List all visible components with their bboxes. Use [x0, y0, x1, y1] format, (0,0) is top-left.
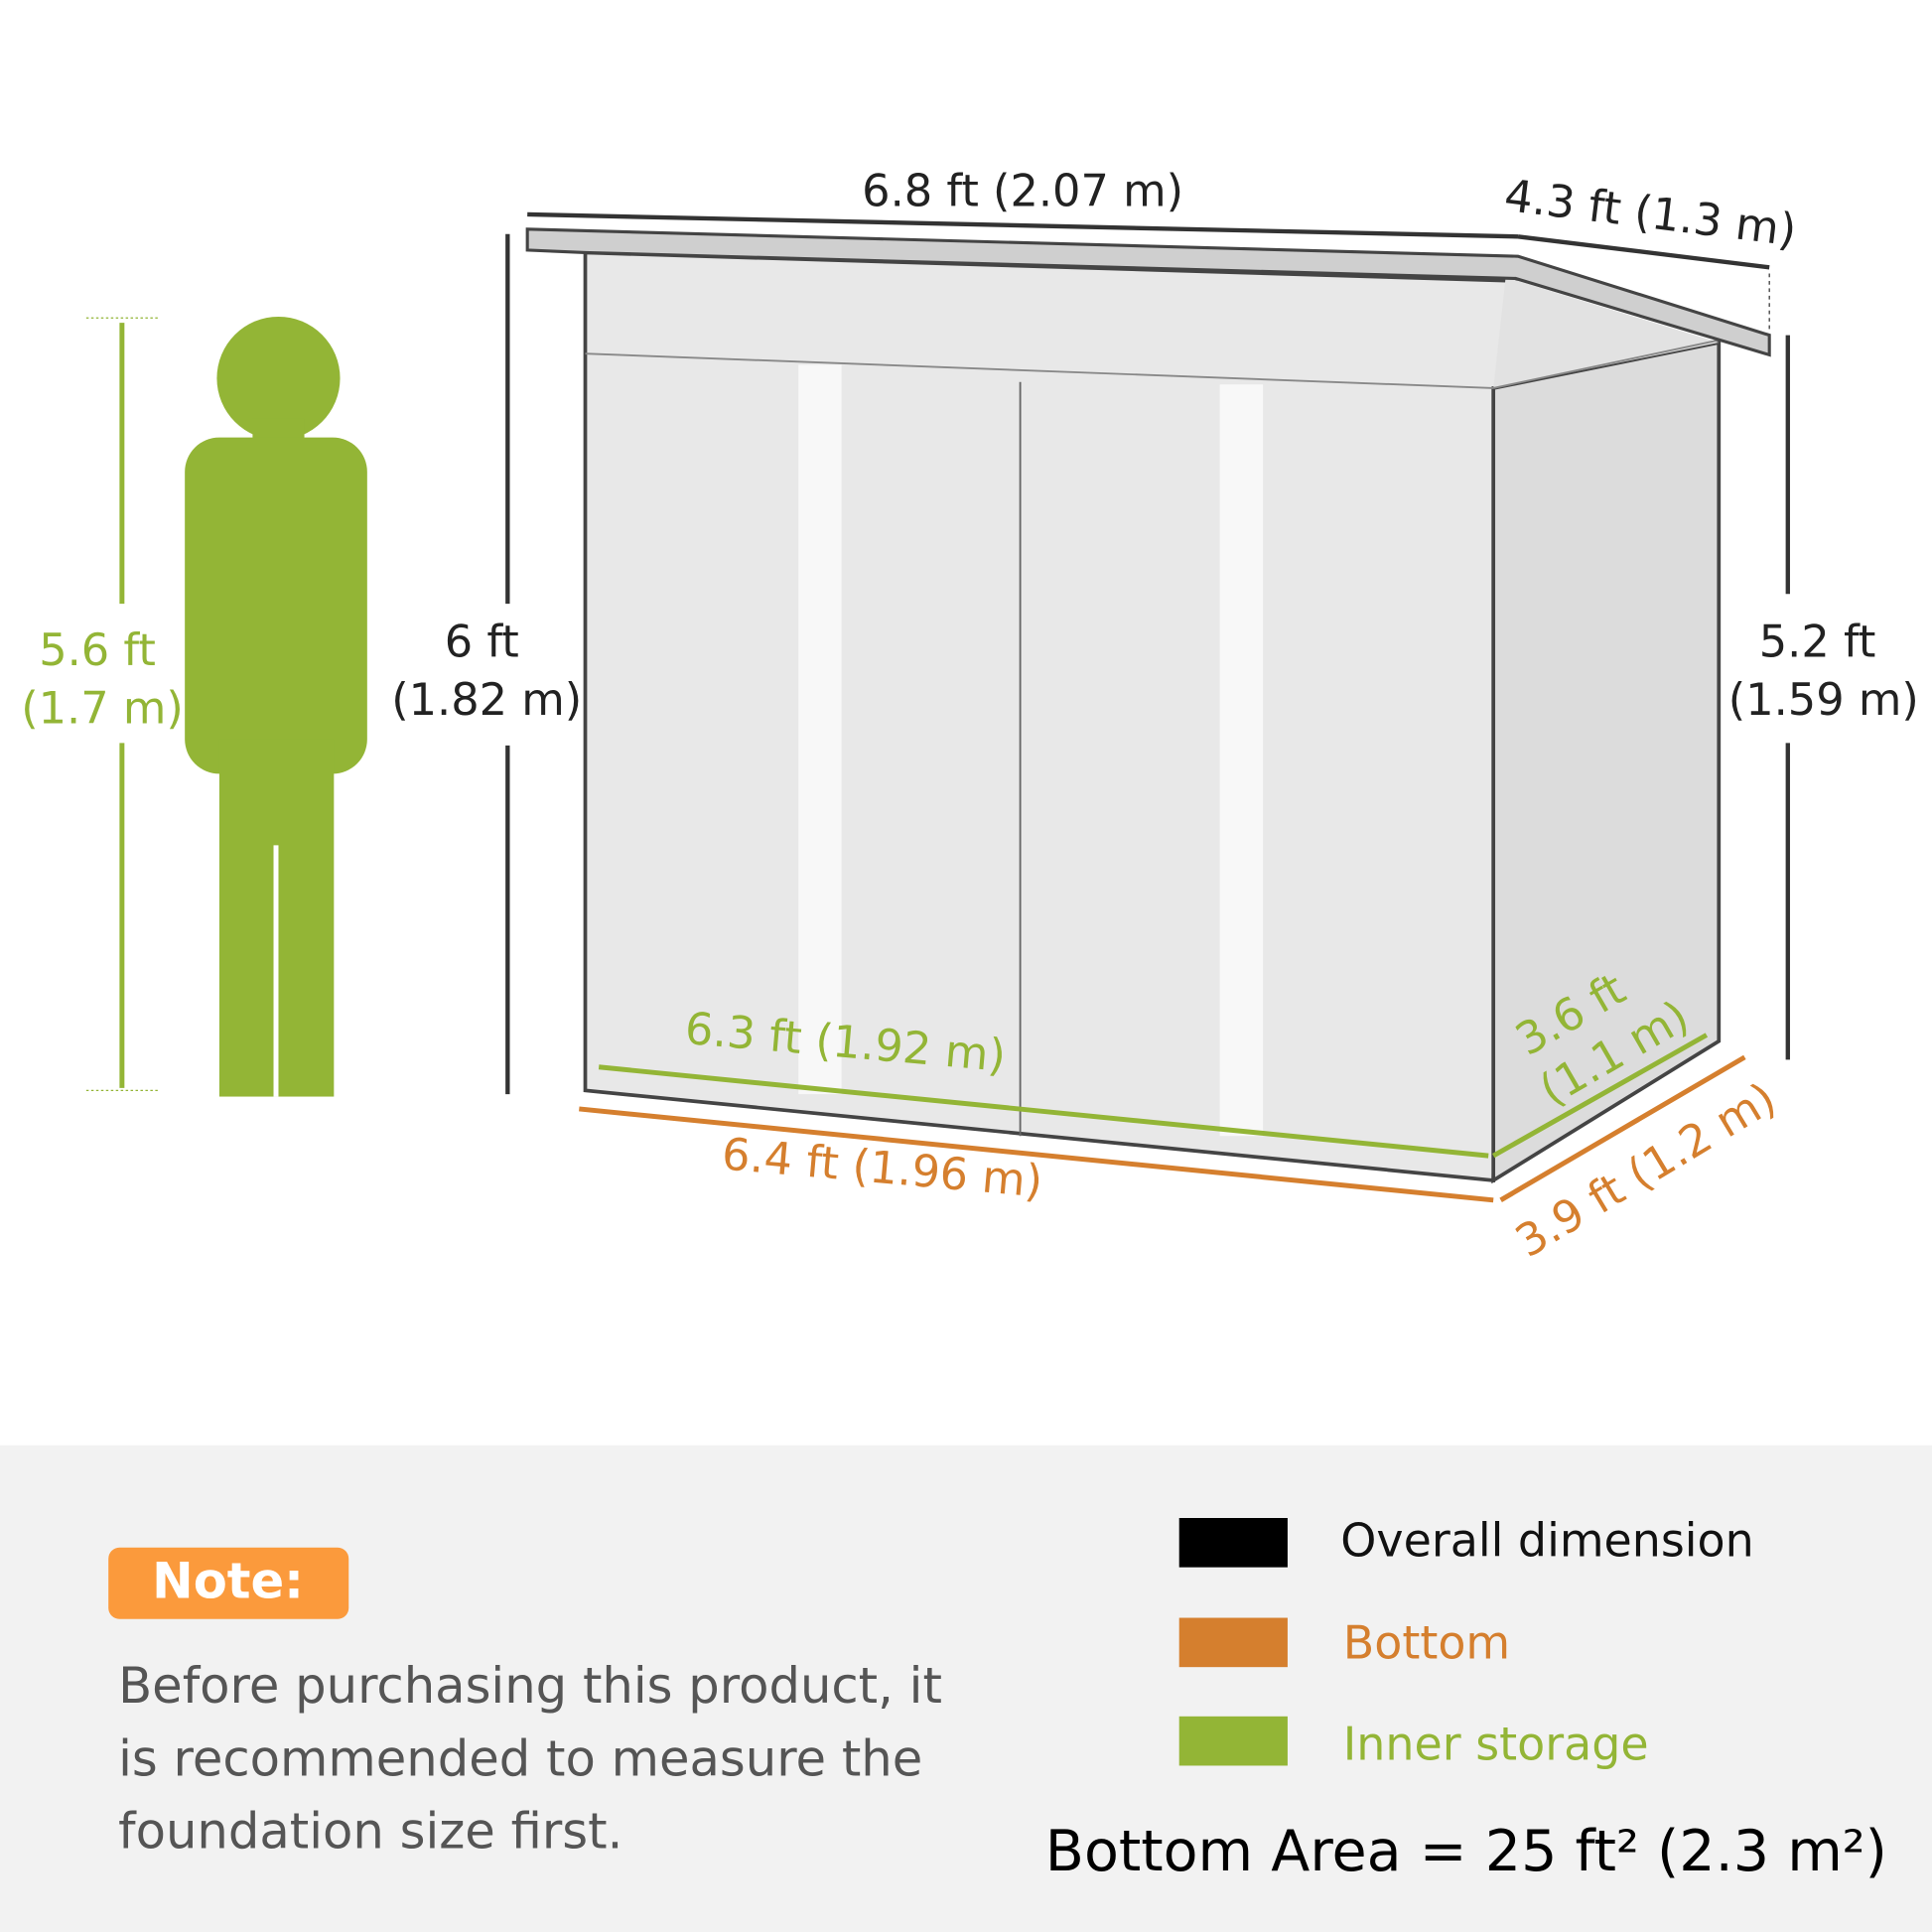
info-panel: [0, 1445, 1932, 1932]
legend-swatch-bottom: [1178, 1617, 1288, 1668]
bottom-area-label: Bottom Area = 25 ft² (2.3 m²): [1045, 1819, 1887, 1884]
note-line-2: is recommended to measure the: [118, 1729, 922, 1787]
inner-dimensions: [598, 1033, 1709, 1159]
legend-label-inner: Inner storage: [1343, 1717, 1649, 1770]
note-label: Note:: [152, 1553, 304, 1610]
overall-dimensions: [505, 211, 1790, 1095]
note-line-1: Before purchasing this product, it: [118, 1657, 942, 1715]
legend-label-bottom: Bottom: [1343, 1615, 1510, 1669]
back-height-m-label: (1.59 m): [1728, 674, 1919, 726]
legend-swatch-overall: [1178, 1518, 1288, 1568]
note-line-3: foundation size first.: [118, 1803, 622, 1861]
bottom-dimensions: [579, 1054, 1746, 1203]
person-silhouette: [185, 316, 367, 1097]
legend-swatch-inner: [1178, 1716, 1288, 1766]
front-height-ft-label: 6 ft: [445, 616, 519, 667]
legend: Overall dimension Bottom Inner storage: [1178, 1513, 1754, 1770]
person-height-ft: 5.6 ft: [39, 624, 156, 676]
back-height-ft-label: 5.2 ft: [1759, 616, 1876, 667]
note-badge: [108, 1547, 349, 1619]
person-height-dimension: 5.6 ft (1.7 m): [21, 317, 184, 1091]
legend-label-overall: Overall dimension: [1340, 1513, 1753, 1567]
front-height-m-label: (1.82 m): [391, 674, 582, 726]
overall-width-label: 6.8 ft (2.07 m): [862, 165, 1183, 216]
shed-illustration: [525, 227, 1771, 1184]
person-height-m: (1.7 m): [21, 683, 184, 735]
